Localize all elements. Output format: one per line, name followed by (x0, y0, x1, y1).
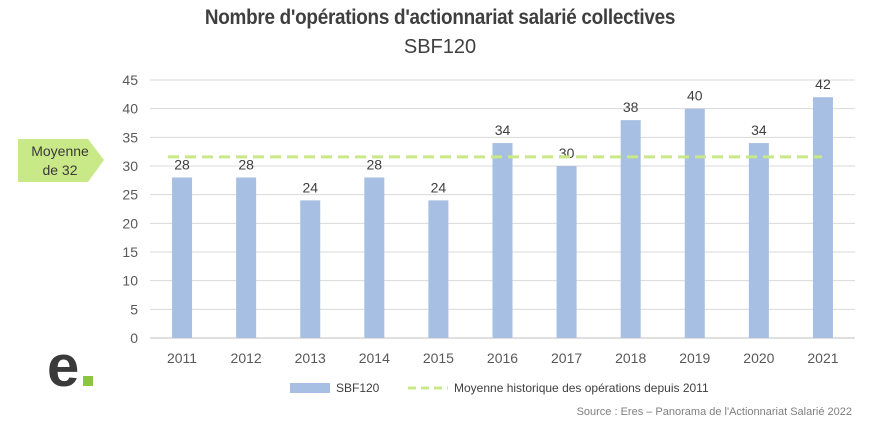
y-tick-label: 35 (122, 129, 138, 145)
data-label: 34 (751, 122, 767, 138)
x-tick-label: 2018 (615, 350, 646, 366)
legend: SBF120 Moyenne historique des opérations… (290, 381, 709, 395)
bar (620, 120, 641, 338)
bar (684, 108, 705, 339)
bar (428, 200, 449, 338)
logo-accent-square (83, 376, 93, 386)
bar (492, 143, 513, 338)
data-label: 24 (431, 179, 447, 195)
x-tick-label: 2012 (231, 350, 262, 366)
chart-title: Nombre d'opérations d'actionnariat salar… (204, 6, 676, 29)
x-tick-label: 2013 (295, 350, 326, 366)
y-tick-label: 0 (130, 330, 138, 346)
bar (172, 177, 193, 338)
source-note: Source : Eres – Panorama de l'Actionnari… (576, 406, 852, 418)
y-tick-label: 5 (130, 301, 138, 317)
bar (364, 177, 385, 338)
bars: 28 28 24 28 24 34 30 38 40 34 42 (172, 76, 833, 339)
bar (300, 200, 321, 338)
callout-line2: de 32 (42, 162, 77, 178)
data-label: 40 (687, 88, 703, 104)
legend-swatch-bars (290, 383, 330, 393)
data-label: 28 (174, 156, 190, 172)
data-label: 34 (495, 122, 511, 138)
data-label: 38 (623, 99, 639, 115)
legend-label-bars: SBF120 (336, 381, 380, 395)
callout-line1: Moyenne (31, 143, 89, 159)
bar (236, 177, 257, 338)
bar (812, 97, 833, 338)
y-axis-labels: 0 5 10 15 20 25 30 35 40 45 (122, 72, 138, 346)
x-tick-label: 2019 (679, 350, 710, 366)
data-label: 42 (815, 76, 831, 92)
y-tick-label: 30 (122, 158, 138, 174)
data-label: 28 (238, 156, 254, 172)
callout-arrow-shape (18, 139, 104, 182)
chart-subtitle: SBF120 (403, 36, 477, 58)
y-tick-label: 20 (122, 215, 138, 231)
y-tick-label: 10 (122, 273, 138, 289)
bar (556, 166, 577, 338)
x-tick-label: 2014 (359, 350, 390, 366)
y-tick-label: 40 (122, 101, 138, 117)
y-tick-label: 25 (122, 187, 138, 203)
y-tick-label: 15 (122, 244, 138, 260)
y-tick-label: 45 (122, 72, 138, 88)
legend-label-line: Moyenne historique des opérations depuis… (454, 381, 709, 395)
bar (748, 143, 769, 338)
average-callout: Moyenne de 32 (18, 139, 104, 182)
data-label: 28 (367, 156, 383, 172)
logo-letter: e (47, 334, 79, 399)
x-tick-label: 2021 (807, 350, 838, 366)
x-tick-label: 2020 (743, 350, 774, 366)
eres-logo: e (47, 334, 93, 399)
x-tick-label: 2016 (487, 350, 518, 366)
x-tick-label: 2015 (423, 350, 454, 366)
data-label: 24 (302, 179, 318, 195)
data-label: 30 (559, 145, 575, 161)
x-tick-label: 2017 (551, 350, 582, 366)
x-tick-label: 2011 (167, 350, 197, 366)
x-axis-labels: 2011 2012 2013 2014 2015 2016 2017 2018 2019 2020… (167, 350, 839, 366)
